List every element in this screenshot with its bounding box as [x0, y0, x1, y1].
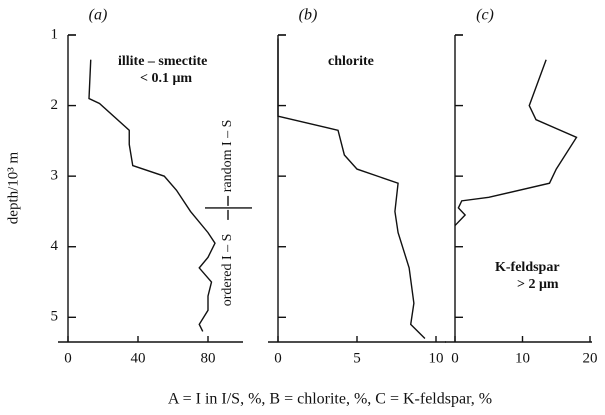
x-tick-label: 80: [201, 350, 216, 366]
x-tick-label: 10: [429, 350, 444, 366]
series-label: < 0.1 μm: [140, 71, 192, 86]
y-tick-label: 1: [51, 26, 59, 42]
x-tick-label: 0: [64, 350, 72, 366]
series-label: K-feldspar: [495, 260, 560, 275]
y-tick-label: 2: [51, 97, 59, 113]
x-tick-label: 5: [353, 350, 361, 366]
x-tick-label: 40: [131, 350, 146, 366]
x-tick-label: 0: [451, 350, 459, 366]
y-tick-label: 5: [51, 309, 59, 325]
annotation: ordered I – S: [220, 234, 235, 307]
data-line: [277, 38, 426, 339]
annotation: random I – S: [220, 120, 235, 193]
series-label: chlorite: [328, 54, 374, 69]
data-line: [88, 59, 216, 332]
panel-label: (b): [299, 7, 318, 24]
y-tick-label: 4: [51, 238, 59, 254]
x-tick-label: 10: [515, 350, 530, 366]
data-line: [454, 59, 578, 227]
y-tick-label: 3: [51, 168, 59, 184]
x-tick-label: 0: [274, 350, 282, 366]
panel-label: (a): [89, 7, 108, 24]
panel-label: (c): [476, 7, 494, 24]
series-label: illite – smectite: [118, 54, 207, 69]
x-axis-label: A = I in I/S, %, B = chlorite, %, C = K-…: [168, 391, 492, 408]
series-label: > 2 μm: [517, 277, 559, 292]
x-tick-label: 20: [583, 350, 598, 366]
y-axis-label: depth/10³ m: [5, 151, 21, 224]
